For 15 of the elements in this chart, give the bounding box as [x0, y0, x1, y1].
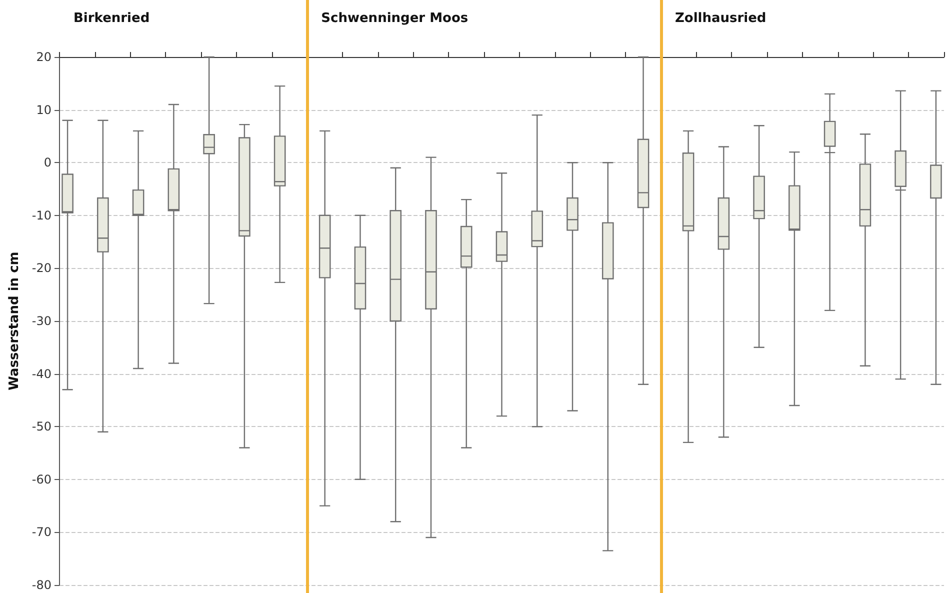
text: Schwenninger Moos	[321, 11, 468, 26]
text: Zollhausried	[674, 11, 766, 26]
text: Birkenried	[74, 11, 150, 26]
y-tick-label: 0	[44, 156, 52, 170]
y-tick-label: -40	[32, 366, 52, 381]
y-tick-label: -60	[32, 472, 52, 486]
y-tick-label: -10	[32, 208, 52, 222]
y-tick-label: -20	[32, 261, 52, 276]
y-tick-label: 10	[36, 102, 52, 117]
y-tick-label: -80	[32, 578, 52, 592]
y-tick-label: -30	[32, 314, 52, 328]
y-axis-title: Wasserstand in cm	[7, 252, 22, 390]
y-tick-label: 20	[36, 50, 52, 64]
y-tick-label: -50	[32, 420, 52, 434]
y-tick-label: -70	[32, 525, 52, 540]
